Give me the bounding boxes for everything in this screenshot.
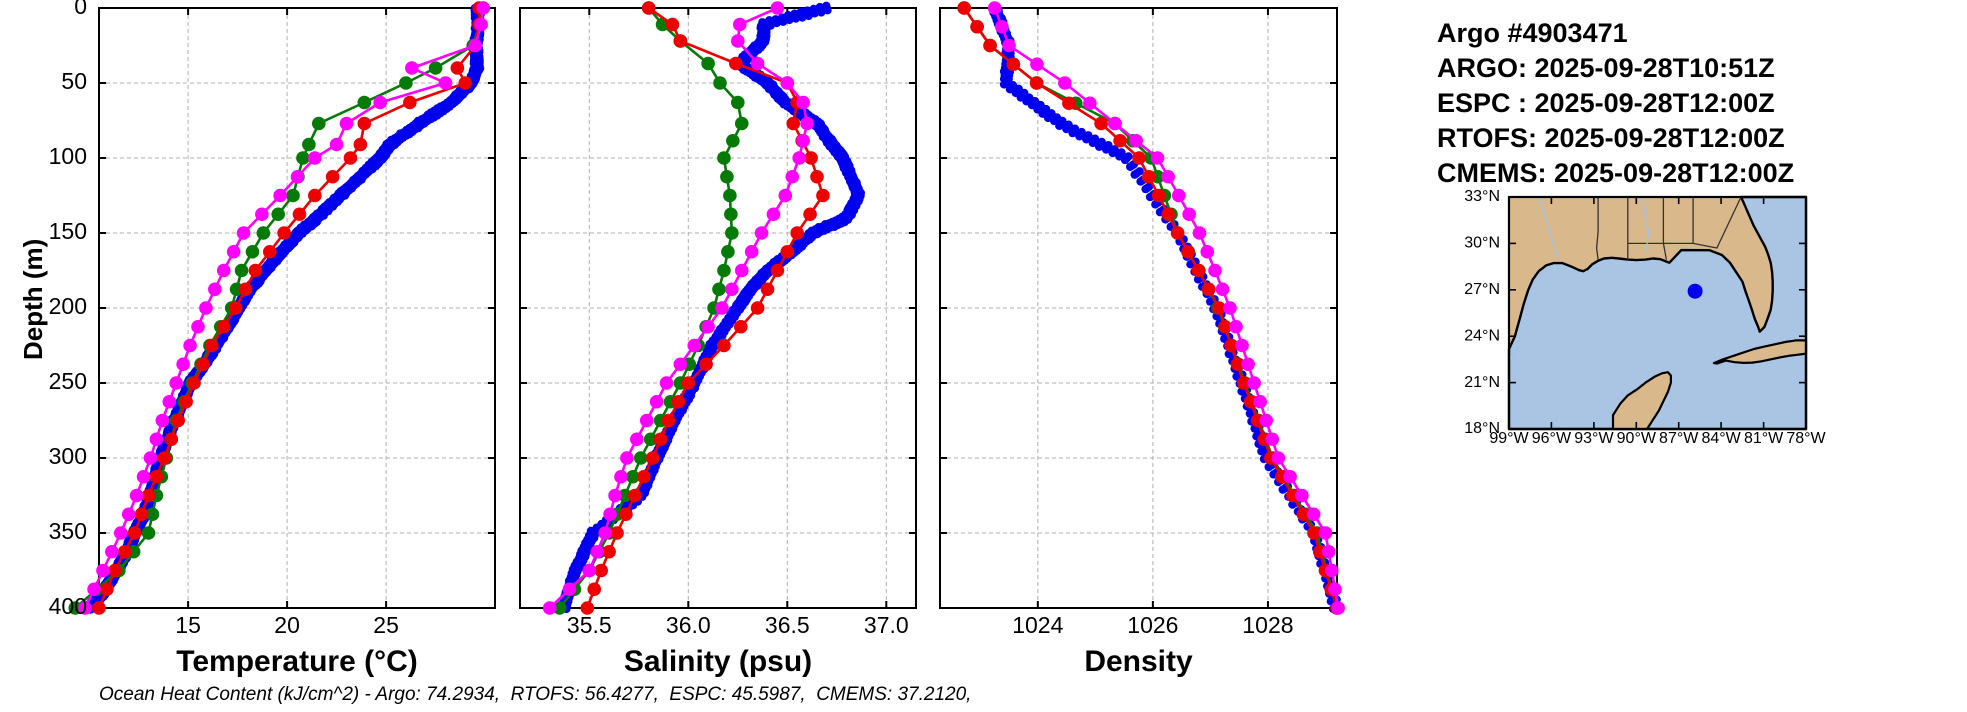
svg-text:25: 25	[373, 612, 399, 638]
svg-text:90°W: 90°W	[1617, 430, 1657, 447]
svg-text:21°N: 21°N	[1464, 374, 1500, 391]
svg-text:1028: 1028	[1242, 612, 1293, 638]
svg-text:400: 400	[49, 593, 87, 619]
svg-text:18°N: 18°N	[1464, 420, 1500, 437]
svg-text:300: 300	[49, 443, 87, 469]
svg-text:250: 250	[49, 368, 87, 394]
svg-text:36.0: 36.0	[666, 612, 711, 638]
svg-text:84°W: 84°W	[1701, 430, 1741, 447]
svg-text:87°W: 87°W	[1659, 430, 1699, 447]
svg-text:27°N: 27°N	[1464, 281, 1500, 298]
svg-text:1024: 1024	[1012, 612, 1063, 638]
svg-text:93°W: 93°W	[1574, 430, 1614, 447]
svg-text:37.0: 37.0	[864, 612, 909, 638]
svg-text:78°W: 78°W	[1786, 430, 1826, 447]
svg-text:0: 0	[74, 0, 87, 19]
svg-text:30°N: 30°N	[1464, 235, 1500, 252]
svg-text:36.5: 36.5	[765, 612, 810, 638]
svg-text:20: 20	[274, 612, 300, 638]
svg-text:15: 15	[175, 612, 201, 638]
svg-text:50: 50	[61, 68, 87, 94]
svg-text:200: 200	[49, 293, 87, 319]
svg-text:350: 350	[49, 518, 87, 544]
svg-text:96°W: 96°W	[1532, 430, 1572, 447]
svg-text:100: 100	[49, 143, 87, 169]
svg-text:1026: 1026	[1127, 612, 1178, 638]
svg-text:24°N: 24°N	[1464, 327, 1500, 344]
svg-text:81°W: 81°W	[1744, 430, 1784, 447]
svg-text:35.5: 35.5	[567, 612, 612, 638]
svg-text:150: 150	[49, 218, 87, 244]
